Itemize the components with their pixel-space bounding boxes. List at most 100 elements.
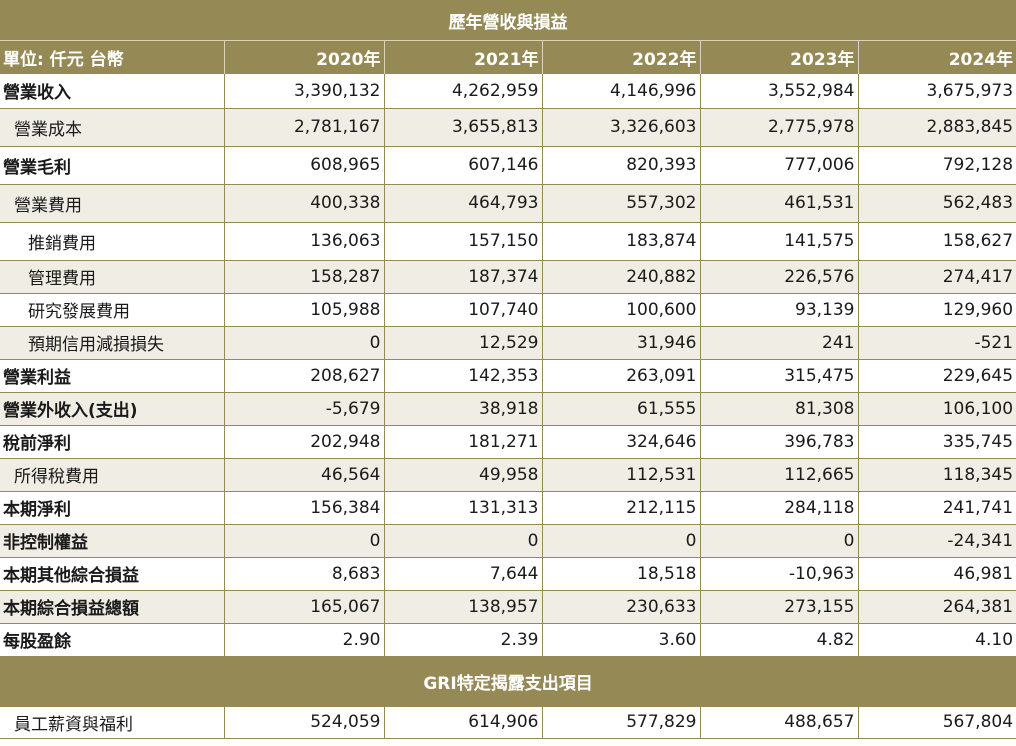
value-cell: 226,576 [699,260,858,294]
value-cell: 118,345 [857,458,1016,492]
value-cell: 284,118 [699,491,858,525]
gri-section-header-row: GRI特定揭露支出項目 [0,655,1016,707]
row-label: 稅前淨利 [0,425,224,459]
row-label: 所得稅費用 [0,458,224,492]
year-header: 2021年 [383,40,542,74]
row-label: 營業成本 [0,108,224,147]
value-cell: 46,981 [857,557,1016,591]
value-cell: 156,384 [223,491,384,525]
value-cell: 138,957 [383,590,542,624]
row-label: 本期綜合損益總額 [0,590,224,624]
value-cell: 524,059 [223,706,384,739]
value-cell: 183,874 [541,222,700,261]
table-header-row: 單位: 仟元 台幣 2020年 2021年 2022年 2023年 2024年 [0,40,1016,74]
table-row: 營業費用 400,338 464,793 557,302 461,531 562,483 [0,184,1016,223]
value-cell: 820,393 [541,146,700,185]
value-cell: 112,531 [541,458,700,492]
row-label: 營業收入 [0,74,224,109]
value-cell: 105,988 [223,293,384,327]
value-cell: 158,287 [223,260,384,294]
value-cell: 3,675,973 [857,74,1016,109]
value-cell: 158,627 [857,222,1016,261]
table-row: 非控制權益 0 0 0 0 -24,341 [0,524,1016,558]
value-cell: 315,475 [699,359,858,393]
value-cell: 8,683 [223,557,384,591]
value-cell: 3,326,603 [541,108,700,147]
value-cell: 241 [699,326,858,360]
row-label: 管理費用 [0,260,224,294]
value-cell: 38,918 [383,392,542,426]
value-cell: 3,552,984 [699,74,858,109]
value-cell: 2,883,845 [857,108,1016,147]
value-cell: 81,308 [699,392,858,426]
gri-section-title: GRI特定揭露支出項目 [0,655,1016,707]
value-cell: 2.39 [383,623,542,657]
value-cell: 461,531 [699,184,858,223]
value-cell: 46,564 [223,458,384,492]
value-cell: 241,741 [857,491,1016,525]
row-label: 營業外收入(支出) [0,392,224,426]
value-cell: 273,155 [699,590,858,624]
table-row: 推銷費用 136,063 157,150 183,874 141,575 158,627 [0,222,1016,261]
value-cell: 562,483 [857,184,1016,223]
value-cell: 777,006 [699,146,858,185]
table-row: 每股盈餘 2.90 2.39 3.60 4.82 4.10 [0,623,1016,657]
value-cell: 577,829 [541,706,700,739]
table-row: 員工薪資與福利 524,059 614,906 577,829 488,657 567,8… [0,706,1016,739]
value-cell: 4.10 [857,623,1016,657]
value-cell: 488,657 [699,706,858,739]
value-cell: 129,960 [857,293,1016,327]
value-cell: 464,793 [383,184,542,223]
row-label: 非控制權益 [0,524,224,558]
unit-label: 單位: 仟元 台幣 [0,40,224,74]
value-cell: 4.82 [699,623,858,657]
value-cell: 263,091 [541,359,700,393]
value-cell: 2.90 [223,623,384,657]
year-header: 2023年 [699,40,858,74]
row-label: 員工薪資與福利 [0,706,224,739]
row-label: 營業毛利 [0,146,224,185]
value-cell: 396,783 [699,425,858,459]
value-cell: 607,146 [383,146,542,185]
value-cell: 608,965 [223,146,384,185]
value-cell: 112,665 [699,458,858,492]
value-cell: -24,341 [857,524,1016,558]
value-cell: 142,353 [383,359,542,393]
value-cell: 0 [223,326,384,360]
row-label: 研究發展費用 [0,293,224,327]
value-cell: 274,417 [857,260,1016,294]
value-cell: 567,804 [857,706,1016,739]
value-cell: 264,381 [857,590,1016,624]
value-cell: 49,958 [383,458,542,492]
table-row: 營業收入 3,390,132 4,262,959 4,146,996 3,552,984… [0,74,1016,109]
value-cell: 400,338 [223,184,384,223]
value-cell: 230,633 [541,590,700,624]
value-cell: 165,067 [223,590,384,624]
value-cell: -5,679 [223,392,384,426]
table-row: 本期淨利 156,384 131,313 212,115 284,118 241,741 [0,491,1016,525]
table-row: 營業利益 208,627 142,353 263,091 315,475 229,645 [0,359,1016,393]
table-row: 營業成本 2,781,167 3,655,813 3,326,603 2,775,978… [0,108,1016,147]
value-cell: 229,645 [857,359,1016,393]
value-cell: 18,518 [541,557,700,591]
value-cell: 7,644 [383,557,542,591]
value-cell: 202,948 [223,425,384,459]
value-cell: 0 [541,524,700,558]
value-cell: 4,262,959 [383,74,542,109]
table-row: 管理費用 158,287 187,374 240,882 226,576 274,417 [0,260,1016,294]
value-cell: 2,775,978 [699,108,858,147]
row-label: 本期其他綜合損益 [0,557,224,591]
table-row: 本期其他綜合損益 8,683 7,644 18,518 -10,963 46,981 [0,557,1016,591]
table-row: 營業外收入(支出) -5,679 38,918 61,555 81,308 106,100 [0,392,1016,426]
value-cell: 157,150 [383,222,542,261]
value-cell: 107,740 [383,293,542,327]
value-cell: 131,313 [383,491,542,525]
value-cell: 240,882 [541,260,700,294]
value-cell: 335,745 [857,425,1016,459]
value-cell: 614,906 [383,706,542,739]
value-cell: -10,963 [699,557,858,591]
year-header: 2022年 [541,40,700,74]
value-cell: 0 [223,524,384,558]
value-cell: 106,100 [857,392,1016,426]
value-cell: 0 [699,524,858,558]
